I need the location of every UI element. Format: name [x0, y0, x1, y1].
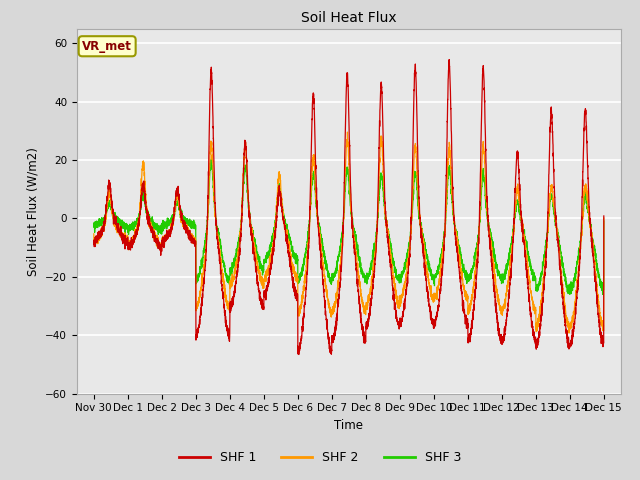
Line: SHF 2: SHF 2 [94, 132, 604, 333]
SHF 2 [600, 324, 607, 330]
Line: SHF 3: SHF 3 [94, 158, 604, 294]
SHF 1 [90, 240, 98, 246]
SHF 3 [208, 155, 216, 161]
SHF 1 [463, 319, 471, 324]
Text: VR_met: VR_met [82, 40, 132, 53]
Line: SHF 1: SHF 1 [94, 60, 604, 355]
SHF 2 [344, 129, 351, 135]
SHF 3 [435, 266, 442, 272]
SHF 2 [492, 283, 500, 289]
SHF 3 [90, 222, 98, 228]
SHF 2 [600, 215, 607, 221]
SHF 3 [600, 218, 607, 224]
SHF 2 [435, 283, 442, 289]
SHF 2 [330, 306, 337, 312]
X-axis label: Time: Time [334, 419, 364, 432]
SHF 1 [492, 308, 500, 314]
SHF 1 [182, 220, 189, 226]
SHF 2 [90, 231, 98, 237]
SHF 1 [445, 57, 453, 62]
SHF 2 [463, 298, 470, 304]
SHF 3 [566, 291, 573, 297]
SHF 1 [330, 333, 337, 338]
Legend: SHF 1, SHF 2, SHF 3: SHF 1, SHF 2, SHF 3 [173, 446, 467, 469]
SHF 1 [295, 352, 303, 358]
SHF 1 [435, 302, 442, 308]
SHF 3 [600, 288, 607, 294]
Title: Soil Heat Flux: Soil Heat Flux [301, 11, 397, 25]
SHF 3 [463, 280, 470, 286]
SHF 3 [182, 216, 189, 222]
SHF 1 [600, 338, 607, 344]
SHF 3 [492, 260, 500, 266]
SHF 2 [182, 223, 189, 228]
SHF 2 [565, 330, 573, 336]
SHF 1 [600, 213, 607, 219]
SHF 3 [330, 274, 337, 280]
Y-axis label: Soil Heat Flux (W/m2): Soil Heat Flux (W/m2) [27, 147, 40, 276]
